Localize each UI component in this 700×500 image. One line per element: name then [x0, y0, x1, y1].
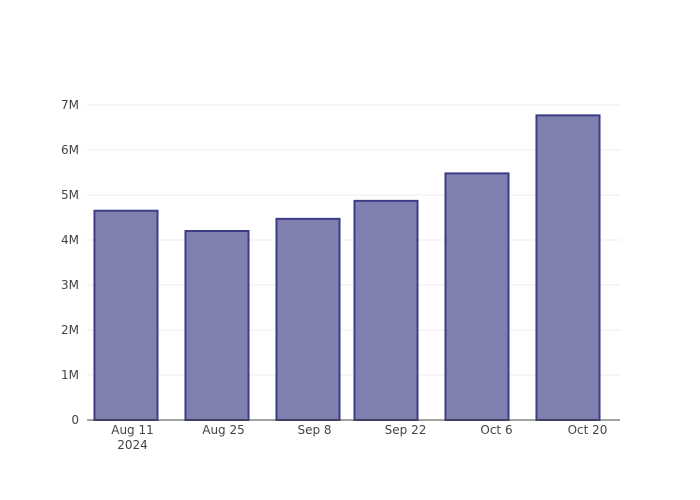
- y-tick-label: 5M: [61, 188, 79, 202]
- bar: [535, 114, 601, 421]
- x-tick-year-label: 2024: [117, 438, 148, 452]
- bars: [93, 114, 601, 421]
- x-tick-label: Sep 8: [297, 423, 331, 437]
- bar: [353, 199, 419, 421]
- bar: [444, 172, 510, 421]
- y-tick-label: 2M: [61, 323, 79, 337]
- x-tick-label: Sep 22: [385, 423, 427, 437]
- y-tick-label: 1M: [61, 368, 79, 382]
- x-tick-label: Aug 11: [111, 423, 154, 437]
- bar: [93, 209, 159, 421]
- x-tick-label: Aug 25: [202, 423, 245, 437]
- y-tick-label: 7M: [61, 98, 79, 112]
- x-tick-label: Oct 20: [568, 423, 608, 437]
- x-tick-label: Oct 6: [480, 423, 512, 437]
- bar: [184, 230, 250, 421]
- y-tick-label: 6M: [61, 143, 79, 157]
- y-tick-label: 3M: [61, 278, 79, 292]
- bar: [275, 217, 341, 421]
- y-tick-label: 4M: [61, 233, 79, 247]
- y-tick-label: 0: [71, 413, 79, 427]
